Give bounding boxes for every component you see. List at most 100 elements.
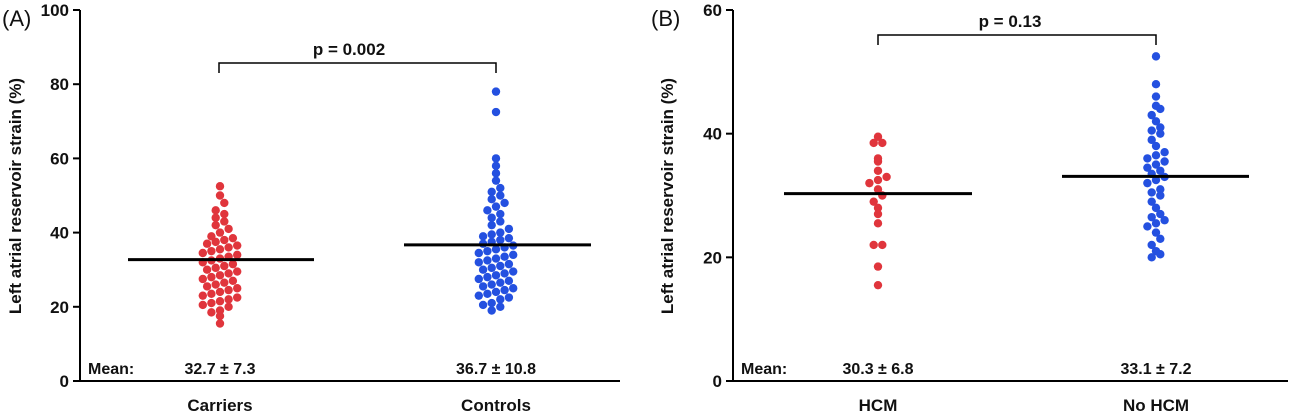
data-point — [1147, 240, 1156, 250]
data-point — [878, 138, 887, 148]
data-point — [491, 271, 501, 280]
panel-b-pvalue-bracket — [877, 34, 1157, 45]
data-point — [873, 175, 883, 185]
data-point — [873, 209, 883, 219]
data-point — [215, 191, 225, 200]
data-point — [491, 254, 501, 263]
data-point — [1143, 222, 1152, 231]
data-point — [491, 154, 501, 163]
data-point — [483, 206, 492, 215]
data-point — [491, 245, 501, 254]
data-point — [496, 191, 505, 200]
panel-a-mean-row-label: Mean: — [88, 361, 134, 378]
panel-b-mean-no-hcm: 33.1 ± 7.2 — [1120, 361, 1191, 378]
data-point — [1151, 219, 1161, 228]
data-point — [207, 298, 216, 308]
data-point — [1156, 234, 1165, 243]
data-point — [215, 271, 225, 280]
data-point — [487, 298, 496, 308]
panel-a-label: (A) — [2, 6, 31, 31]
data-point — [1147, 197, 1156, 206]
data-point — [198, 300, 207, 310]
data-point — [1151, 92, 1161, 101]
data-point — [224, 285, 233, 295]
data-point — [483, 289, 492, 299]
data-point — [215, 245, 225, 254]
data-point — [873, 280, 883, 290]
data-point — [233, 293, 242, 302]
data-point — [496, 278, 505, 287]
data-point — [1156, 123, 1165, 132]
y-tick-label: 0 — [713, 372, 722, 391]
data-point — [1151, 141, 1161, 151]
data-point — [1147, 110, 1156, 120]
data-point — [487, 280, 496, 289]
data-point — [504, 233, 514, 243]
data-point — [491, 161, 501, 171]
data-point — [496, 183, 505, 193]
data-point — [220, 198, 229, 208]
panel-a-mean-carriers: 32.7 ± 7.3 — [184, 361, 255, 378]
panel-a-ylabel: Left atrial reservoir strain (%) — [6, 78, 25, 314]
data-point — [1143, 163, 1152, 172]
data-point — [215, 182, 225, 191]
data-point — [233, 267, 242, 276]
data-point — [228, 259, 238, 269]
data-point — [220, 217, 229, 226]
data-point — [496, 217, 505, 226]
data-point — [491, 176, 501, 185]
panel-b-points — [865, 52, 1169, 290]
data-point — [496, 295, 505, 304]
data-point — [207, 246, 216, 256]
data-point — [1156, 104, 1165, 114]
data-point — [1151, 228, 1161, 237]
data-point — [474, 274, 483, 284]
data-point — [478, 300, 488, 310]
panel-a: (A) Left atrial reservoir strain (%) 0 20… — [2, 1, 620, 414]
data-point — [228, 233, 238, 243]
data-point — [869, 240, 878, 250]
data-point — [220, 209, 229, 219]
data-point — [478, 265, 488, 274]
panel-a-category-controls: Controls — [461, 396, 531, 414]
panel-b-mean-row-label: Mean: — [741, 361, 787, 378]
data-point — [483, 256, 492, 265]
data-point — [1147, 188, 1156, 197]
data-point — [1160, 148, 1169, 157]
data-point — [207, 289, 216, 299]
data-point — [509, 284, 518, 293]
data-point — [1156, 166, 1165, 175]
data-point — [224, 269, 233, 278]
data-point — [504, 259, 514, 269]
data-point — [202, 239, 212, 248]
data-point — [491, 87, 501, 96]
data-point — [233, 284, 242, 293]
data-point — [1151, 175, 1161, 185]
data-point — [487, 263, 496, 273]
data-point — [491, 202, 501, 211]
data-point — [496, 302, 505, 311]
data-point — [233, 250, 242, 260]
y-tick-label: 100 — [41, 1, 69, 20]
data-point — [500, 269, 509, 278]
panel-b-yticks: 0 20 40 60 — [703, 1, 733, 391]
data-point — [487, 187, 496, 196]
data-point — [211, 206, 220, 215]
data-point — [224, 295, 233, 304]
data-point — [1151, 160, 1161, 169]
panel-b-label: (B) — [651, 6, 680, 31]
y-tick-label: 20 — [703, 248, 722, 267]
data-point — [487, 306, 496, 315]
data-point — [207, 272, 216, 282]
y-tick-label: 60 — [703, 1, 722, 20]
panel-a-category-carriers: Carriers — [187, 396, 252, 414]
data-point — [224, 243, 233, 252]
y-tick-label: 20 — [50, 298, 69, 317]
data-point — [198, 274, 207, 284]
panel-b-category-no-hcm: No HCM — [1123, 396, 1189, 414]
data-point — [1151, 52, 1161, 61]
data-point — [1156, 129, 1165, 138]
data-point — [1156, 209, 1165, 219]
y-tick-label: 60 — [50, 149, 69, 168]
data-point — [491, 107, 501, 117]
